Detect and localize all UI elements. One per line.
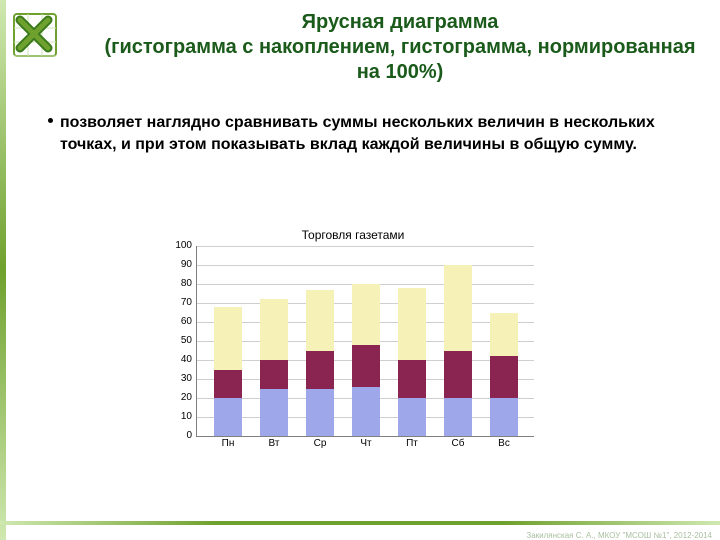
bar-segment [214, 370, 242, 399]
bar-segment [260, 360, 288, 389]
bullet-paragraph: позволяет наглядно сравнивать суммы неск… [60, 112, 690, 155]
grid-line [196, 246, 534, 247]
x-tick-label: Чт [346, 438, 386, 449]
bar-segment [352, 345, 380, 387]
bar-segment [214, 307, 242, 370]
bar [398, 288, 426, 436]
bar-segment [260, 299, 288, 360]
bar-segment [398, 398, 426, 436]
grid-line [196, 265, 534, 266]
bar-segment [444, 398, 472, 436]
bar [306, 290, 334, 436]
y-tick-label: 20 [168, 393, 192, 403]
bar-segment [444, 351, 472, 399]
bar-segment [490, 356, 518, 398]
bar-segment [398, 288, 426, 360]
bar-segment [490, 313, 518, 357]
y-tick-label: 100 [168, 241, 192, 251]
x-tick-label: Вт [254, 438, 294, 449]
bar [214, 307, 242, 436]
y-tick-label: 50 [168, 336, 192, 346]
chart-x-axis: Пн Вт Ср Чт Пт Сб Вс [168, 436, 538, 452]
y-tick-label: 70 [168, 298, 192, 308]
bar [490, 313, 518, 437]
x-tick-label: Пн [208, 438, 248, 449]
slide-title: Ярусная диаграмма (гистограмма с накопле… [100, 10, 700, 85]
y-axis-line [196, 246, 197, 436]
y-tick-label: 60 [168, 317, 192, 327]
bar-segment [306, 290, 334, 351]
chart-plot-area: 0102030405060708090100 [168, 246, 538, 436]
bar-segment [444, 265, 472, 351]
bar [260, 299, 288, 436]
footer-credit: Закилянская С. А., МКОУ "МСОШ №1", 2012-… [526, 531, 712, 540]
bar-segment [260, 389, 288, 437]
excel-logo-icon [0, 0, 70, 70]
bar [444, 265, 472, 436]
bar [352, 284, 380, 436]
left-decoration-stripe [0, 0, 6, 540]
chart-title: Торговля газетами [168, 228, 538, 242]
title-line-2: (гистограмма с накоплением, гистограмма,… [104, 36, 695, 83]
y-tick-label: 90 [168, 260, 192, 270]
bottom-decoration-stripe [0, 521, 720, 525]
bar-segment [214, 398, 242, 436]
x-tick-label: Пт [392, 438, 432, 449]
x-tick-label: Ср [300, 438, 340, 449]
y-tick-label: 40 [168, 355, 192, 365]
y-tick-label: 80 [168, 279, 192, 289]
slide-page: Ярусная диаграмма (гистограмма с накопле… [0, 0, 720, 540]
stacked-bar-chart: Торговля газетами 0102030405060708090100… [168, 228, 538, 458]
bullet-text: позволяет наглядно сравнивать суммы неск… [60, 114, 655, 153]
title-line-1: Ярусная диаграмма [302, 11, 499, 33]
bar-segment [306, 389, 334, 437]
bar-segment [490, 398, 518, 436]
y-tick-label: 10 [168, 412, 192, 422]
bar-segment [352, 387, 380, 436]
bar-segment [352, 284, 380, 345]
x-tick-label: Сб [438, 438, 478, 449]
y-tick-label: 30 [168, 374, 192, 384]
bar-segment [398, 360, 426, 398]
bar-segment [306, 351, 334, 389]
bullet-dot-icon [48, 118, 53, 123]
x-tick-label: Вс [484, 438, 524, 449]
